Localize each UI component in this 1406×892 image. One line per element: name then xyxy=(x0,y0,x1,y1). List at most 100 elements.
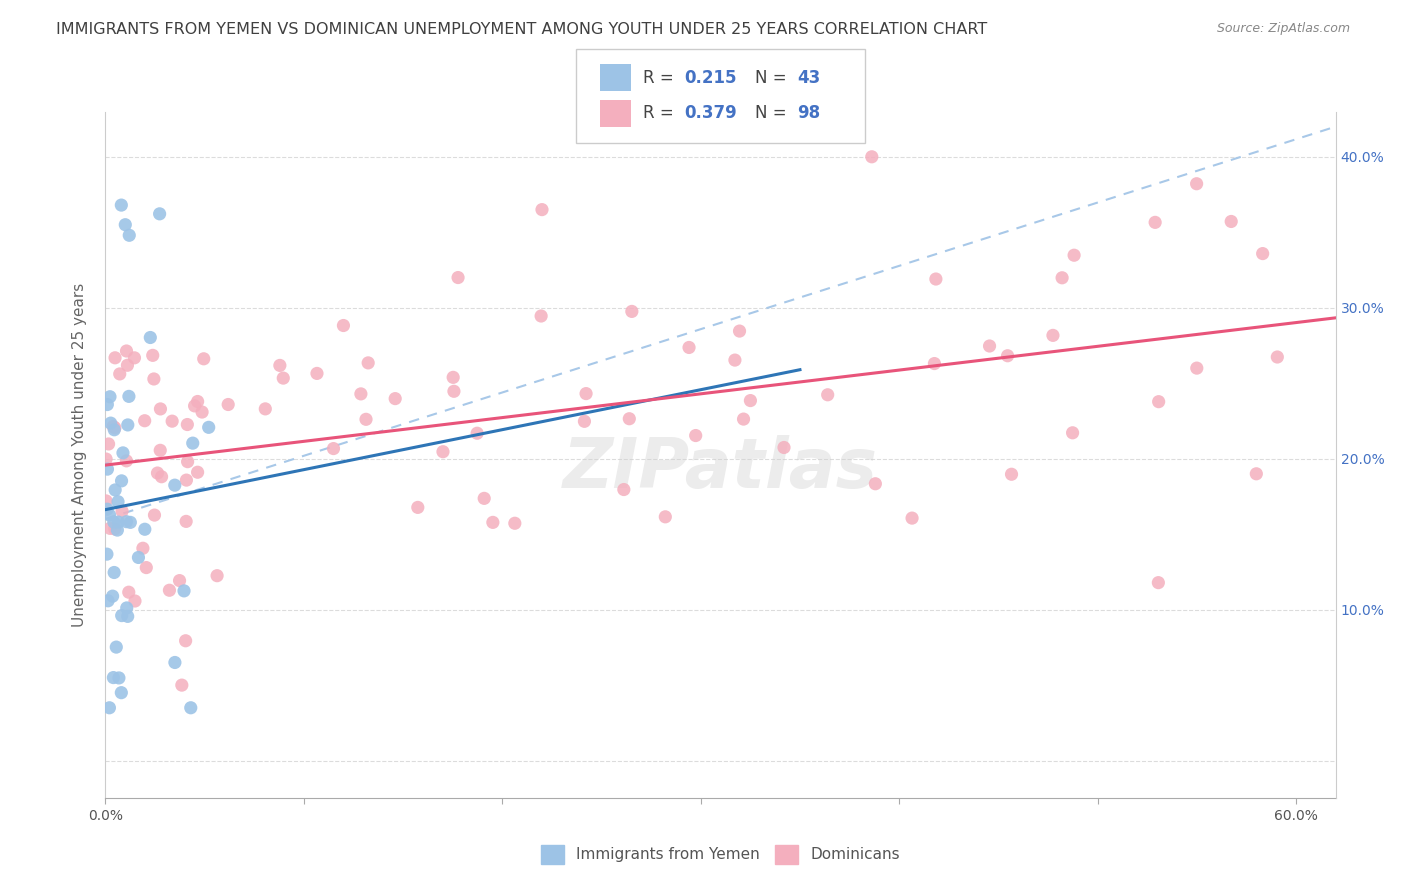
Point xyxy=(169,574,191,588)
Point xyxy=(678,341,700,355)
Point xyxy=(115,344,138,359)
Point xyxy=(613,483,636,497)
Point xyxy=(124,351,146,365)
Text: ZIPatlas: ZIPatlas xyxy=(562,435,879,502)
Point xyxy=(101,589,124,603)
Point xyxy=(197,420,219,434)
Point xyxy=(685,428,707,442)
Point xyxy=(1185,361,1208,376)
Point xyxy=(181,436,204,450)
Point xyxy=(724,353,747,368)
Point xyxy=(134,522,156,536)
Point xyxy=(139,330,162,344)
Point xyxy=(174,633,197,648)
Text: Source: ZipAtlas.com: Source: ZipAtlas.com xyxy=(1216,22,1350,36)
Point xyxy=(472,491,495,506)
Point xyxy=(1000,467,1022,482)
Point xyxy=(97,437,120,451)
Point xyxy=(108,367,131,381)
Text: IMMIGRANTS FROM YEMEN VS DOMINICAN UNEMPLOYMENT AMONG YOUTH UNDER 25 YEARS CORRE: IMMIGRANTS FROM YEMEN VS DOMINICAN UNEMP… xyxy=(56,22,987,37)
Point xyxy=(103,566,125,580)
Point xyxy=(176,417,198,432)
Point xyxy=(173,583,195,598)
Point xyxy=(619,411,641,425)
Point xyxy=(118,228,141,243)
Point xyxy=(503,516,526,531)
Point xyxy=(110,686,132,700)
Point xyxy=(118,389,141,403)
Point xyxy=(124,594,146,608)
Point xyxy=(97,594,120,608)
Text: R =: R = xyxy=(643,104,679,122)
Point xyxy=(180,700,202,714)
Point xyxy=(117,609,139,624)
Point xyxy=(432,444,454,458)
Point xyxy=(860,150,883,164)
Text: 43: 43 xyxy=(797,69,821,87)
Point xyxy=(104,351,127,365)
Point xyxy=(740,393,762,408)
Point xyxy=(322,442,344,456)
Point xyxy=(96,547,118,561)
Point xyxy=(1220,214,1243,228)
Point xyxy=(183,399,205,413)
Point xyxy=(101,419,124,434)
Point xyxy=(94,452,117,467)
Point xyxy=(193,351,215,366)
Point xyxy=(620,304,643,318)
Point xyxy=(447,270,470,285)
Point xyxy=(159,583,181,598)
Point xyxy=(94,494,117,508)
Point xyxy=(98,390,121,404)
Point xyxy=(98,508,121,522)
Point xyxy=(107,494,129,508)
Point xyxy=(103,671,125,685)
Point xyxy=(254,401,277,416)
Point xyxy=(163,656,186,670)
Point xyxy=(1147,394,1170,409)
Point xyxy=(105,523,128,537)
Point xyxy=(110,474,132,488)
Point xyxy=(1062,425,1084,440)
Point xyxy=(96,462,118,476)
Text: 0.215: 0.215 xyxy=(685,69,737,87)
Point xyxy=(96,398,118,412)
Point xyxy=(104,522,127,536)
Point xyxy=(174,515,197,529)
Point xyxy=(108,671,131,685)
Point xyxy=(134,414,156,428)
Point xyxy=(132,541,155,556)
Text: R =: R = xyxy=(643,69,679,87)
Point xyxy=(574,414,596,428)
Point xyxy=(925,272,948,286)
Point xyxy=(443,384,465,399)
Point xyxy=(773,441,796,455)
Point xyxy=(271,371,294,385)
Point xyxy=(142,348,165,362)
Point xyxy=(1050,270,1073,285)
Point xyxy=(1185,177,1208,191)
Point xyxy=(98,521,121,535)
Point xyxy=(110,198,132,212)
Point xyxy=(217,397,239,411)
Point xyxy=(100,416,122,430)
Point xyxy=(127,550,149,565)
Point xyxy=(575,386,598,401)
Point xyxy=(135,560,157,574)
Text: N =: N = xyxy=(755,104,792,122)
Point xyxy=(817,388,839,402)
Point xyxy=(111,446,134,460)
Point xyxy=(163,478,186,492)
Point xyxy=(117,358,139,372)
Point xyxy=(305,367,328,381)
Point xyxy=(115,454,138,468)
Point xyxy=(728,324,751,338)
Point xyxy=(465,426,488,441)
Point xyxy=(1246,467,1268,481)
Point xyxy=(187,394,209,409)
Point xyxy=(924,357,946,371)
Point xyxy=(143,508,166,522)
Point xyxy=(103,423,125,437)
Point xyxy=(149,401,172,416)
Point xyxy=(98,700,121,714)
